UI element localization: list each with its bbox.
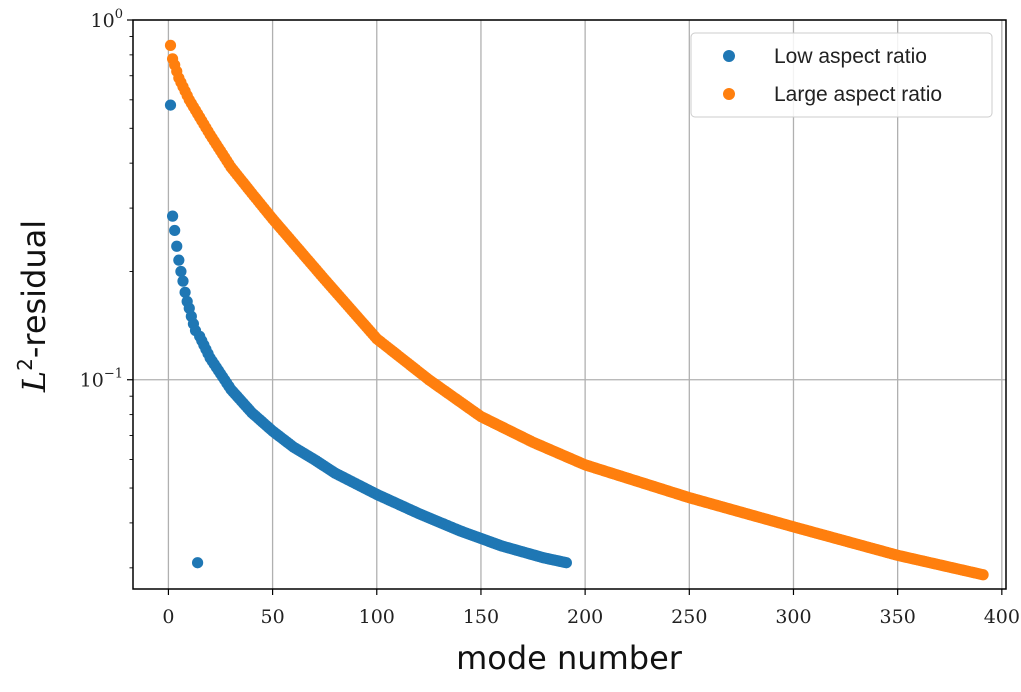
x-tick-label: 400 bbox=[984, 606, 1020, 628]
series-large-aspect-ratio bbox=[164, 39, 989, 581]
y-axis-label-math: L bbox=[15, 371, 53, 393]
legend: Low aspect ratio Large aspect ratio bbox=[690, 32, 993, 118]
x-tick-label: 100 bbox=[359, 606, 395, 628]
legend-box bbox=[690, 32, 993, 118]
legend-label-low: Low aspect ratio bbox=[774, 45, 927, 68]
y-tick-label: 100 bbox=[91, 7, 123, 32]
data-point bbox=[173, 254, 185, 266]
data-point bbox=[166, 210, 179, 222]
x-tick-label: 50 bbox=[261, 606, 285, 628]
y-axis-label-text: -residual bbox=[15, 220, 53, 358]
data-point bbox=[977, 569, 989, 581]
x-tick-label: 350 bbox=[880, 606, 916, 628]
svg-text:L2-residual: L2-residual bbox=[13, 220, 53, 393]
x-tick-label: 150 bbox=[463, 606, 499, 628]
y-axis-label: L2-residual bbox=[13, 220, 53, 393]
data-point bbox=[175, 265, 187, 278]
legend-marker-low bbox=[723, 50, 735, 62]
data-point bbox=[560, 557, 572, 569]
x-tick-label: 0 bbox=[162, 606, 174, 628]
data-point bbox=[169, 224, 181, 237]
data-point bbox=[164, 99, 177, 111]
plot-frame bbox=[132, 19, 1007, 590]
y-axis-label-sup: 2 bbox=[13, 358, 37, 371]
legend-label-large: Large aspect ratio bbox=[774, 83, 942, 106]
y-tick-label: 10−1 bbox=[80, 367, 123, 392]
data-point bbox=[191, 557, 204, 569]
x-axis-ticks: 0 50 100 150 200 250 300 350 400 bbox=[162, 589, 1020, 628]
data-point bbox=[171, 240, 183, 252]
x-axis-label: mode number bbox=[456, 639, 683, 677]
x-tick-label: 200 bbox=[567, 606, 603, 628]
data-point bbox=[164, 39, 177, 51]
legend-marker-large bbox=[723, 88, 735, 100]
data-point bbox=[177, 275, 189, 287]
x-tick-label: 300 bbox=[775, 606, 811, 628]
series-low-aspect-ratio bbox=[164, 99, 572, 569]
y-axis-ticks: 100 10−1 bbox=[80, 7, 133, 569]
x-tick-label: 250 bbox=[671, 606, 707, 628]
data-point bbox=[179, 286, 191, 298]
data-points bbox=[164, 39, 989, 581]
